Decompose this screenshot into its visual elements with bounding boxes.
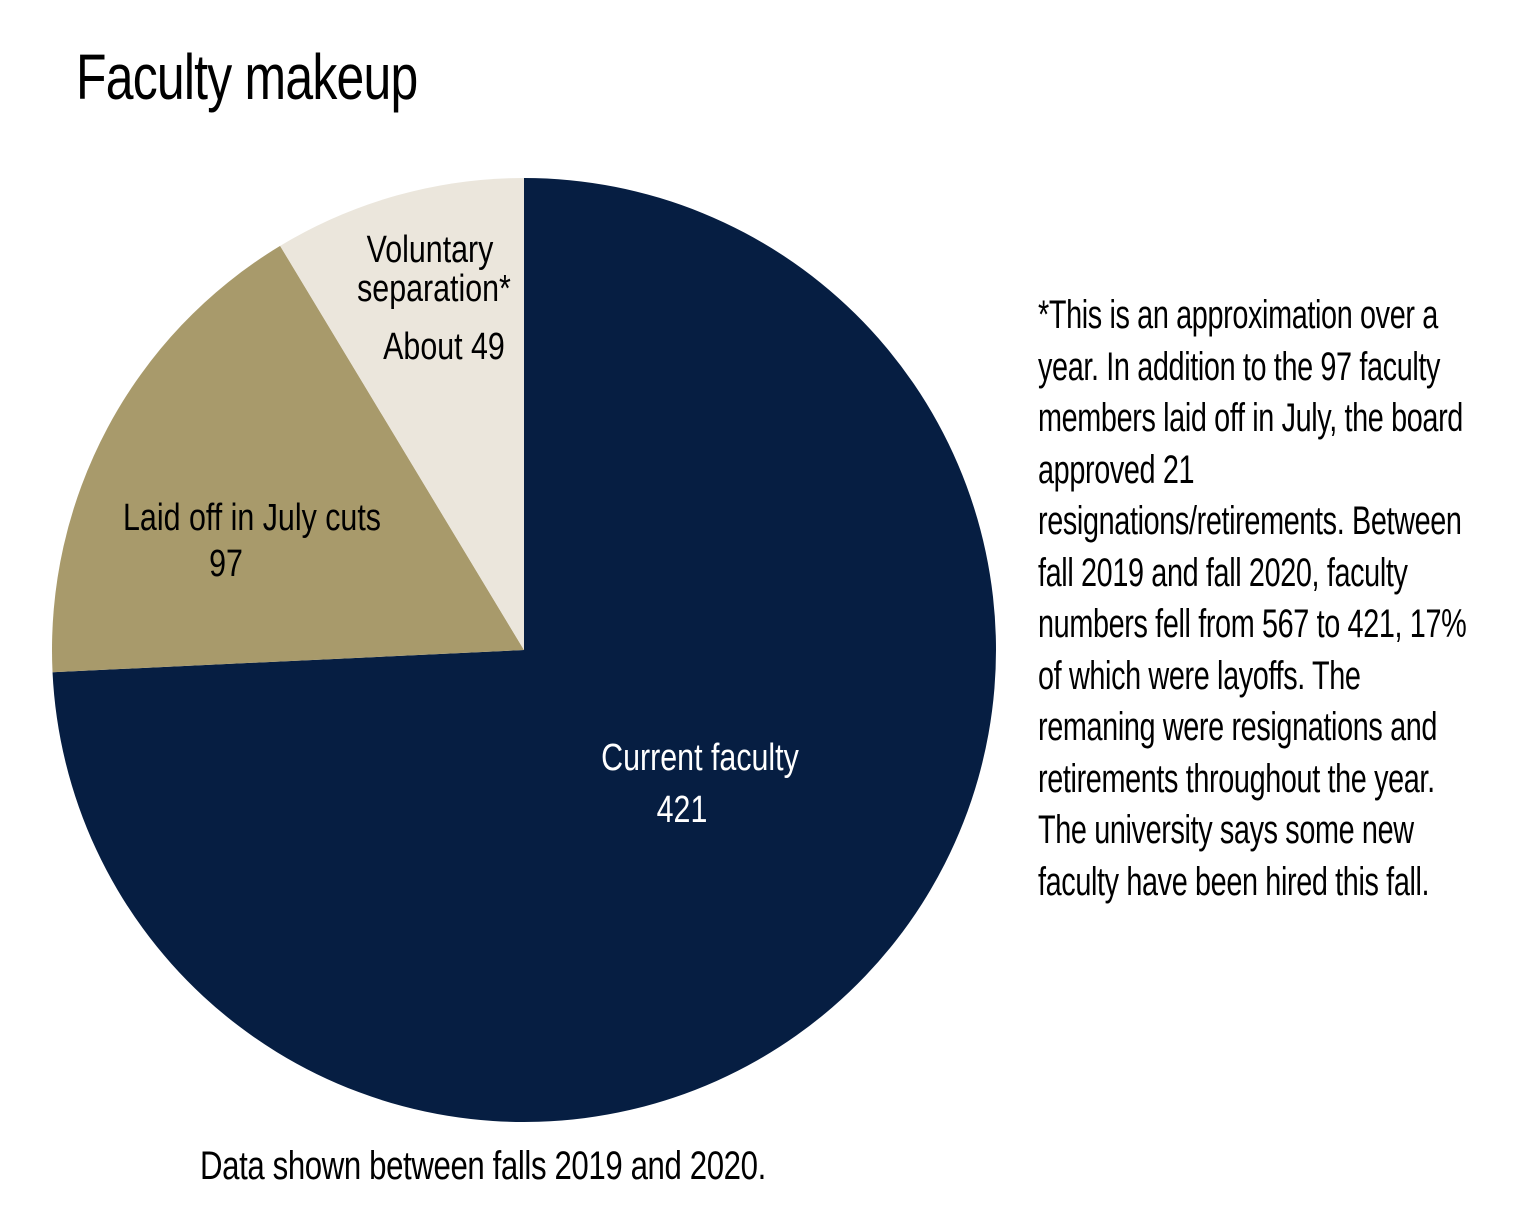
slice-value-laid-off: 97	[209, 543, 243, 585]
slice-value-voluntary-separation: About 49	[383, 326, 505, 368]
footnote-text: *This is an approximation over a year. I…	[1038, 293, 1467, 904]
pie-slice-current-faculty	[52, 178, 996, 1122]
pie-slice-laid-off	[51, 245, 524, 673]
slice-label-laid-off: Laid off in July cuts	[123, 497, 381, 539]
slice-label-voluntary-separation: Voluntary	[367, 229, 494, 271]
chart-title: Faculty makeup	[76, 41, 418, 113]
slice-label-voluntary-separation: separation*	[357, 268, 511, 310]
pie-slice-voluntary-separation	[280, 178, 524, 650]
slice-label-current-faculty: Current faculty	[601, 737, 799, 779]
slice-value-current-faculty: 421	[657, 789, 708, 831]
chart-caption: Data shown between falls 2019 and 2020.	[200, 1144, 766, 1188]
